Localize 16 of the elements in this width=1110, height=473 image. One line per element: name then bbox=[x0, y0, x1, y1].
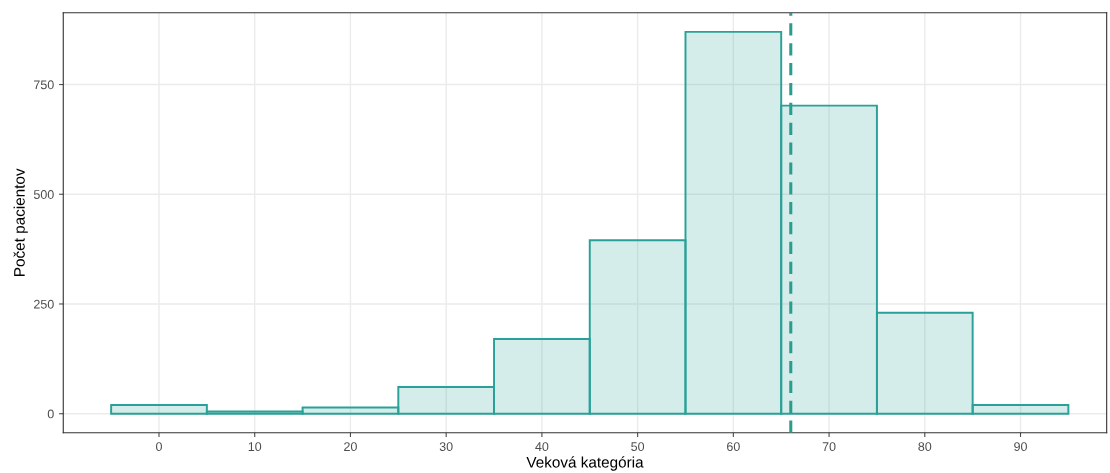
x-tick-label: 60 bbox=[727, 442, 740, 451]
x-tick-label: 50 bbox=[631, 442, 645, 451]
y-tick-label: 250 bbox=[34, 299, 54, 309]
x-tick-label: 90 bbox=[1014, 442, 1027, 451]
y-axis-title: Počet pacientov bbox=[13, 168, 28, 276]
x-tick-label: 70 bbox=[822, 442, 836, 451]
x-tick-label: 10 bbox=[248, 442, 262, 451]
x-axis-title: Veková kategória bbox=[526, 456, 644, 471]
x-tick-label: 80 bbox=[918, 442, 932, 451]
x-tick-label: 40 bbox=[535, 442, 549, 451]
y-tick-label: 0 bbox=[47, 409, 54, 419]
x-tick-label: 30 bbox=[439, 442, 453, 451]
y-tick-label: 750 bbox=[34, 80, 54, 90]
y-tick-label: 500 bbox=[33, 190, 54, 199]
x-tick-label: 0 bbox=[156, 442, 162, 451]
x-tick-label: 20 bbox=[344, 442, 357, 451]
